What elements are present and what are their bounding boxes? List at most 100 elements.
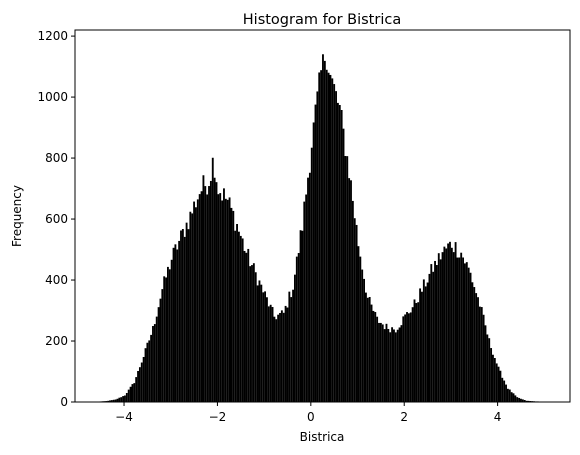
histogram-bar — [440, 259, 442, 402]
histogram-bar — [376, 317, 378, 402]
histogram-bar — [290, 297, 292, 402]
histogram-bar — [133, 383, 135, 402]
histogram-bar — [240, 236, 242, 402]
histogram-bar — [391, 327, 393, 402]
histogram-bar — [208, 186, 210, 402]
histogram-bar — [309, 173, 311, 402]
histogram-bar — [210, 181, 212, 402]
histogram-bar — [305, 195, 307, 402]
histogram-bar — [479, 307, 481, 402]
histogram-bar — [219, 193, 221, 402]
histogram-bar — [386, 324, 388, 402]
histogram-bar — [223, 188, 225, 402]
histogram-bar — [514, 395, 516, 402]
histogram-bar — [324, 61, 326, 402]
histogram-bar — [457, 258, 459, 402]
histogram-bar — [316, 91, 318, 402]
histogram-bar — [400, 325, 402, 402]
x-tick-label: −2 — [209, 410, 227, 424]
histogram-bar — [171, 260, 173, 402]
histogram-bar — [372, 311, 374, 402]
histogram-bar — [229, 197, 231, 402]
histogram-bar — [124, 396, 126, 402]
histogram-bar — [195, 207, 197, 402]
histogram-bar — [259, 280, 261, 402]
histogram-bar — [518, 398, 520, 402]
histogram-bar — [408, 313, 410, 402]
y-tick-label: 600 — [45, 212, 68, 226]
histogram-bar — [356, 225, 358, 402]
histogram-bar — [337, 103, 339, 402]
histogram-bar — [262, 292, 264, 402]
histogram-bar — [300, 230, 302, 402]
histogram-bar — [251, 265, 253, 402]
histogram-bar — [434, 261, 436, 402]
histogram-bar — [402, 316, 404, 402]
histogram-bar — [216, 182, 218, 402]
histogram-bar — [202, 175, 204, 402]
histogram-bar — [511, 392, 513, 402]
histogram-bar — [143, 357, 145, 402]
chart-title: Histogram for Bistrica — [243, 12, 401, 28]
histogram-bar — [331, 78, 333, 402]
histogram-bar — [279, 313, 281, 402]
histogram-bar — [231, 208, 233, 402]
histogram-bar — [169, 269, 171, 402]
histogram-bar — [359, 257, 361, 402]
histogram-bar — [283, 313, 285, 402]
histogram-bar — [137, 371, 139, 402]
histogram-bar — [247, 249, 249, 402]
histogram-bar — [160, 299, 162, 402]
histogram-bar — [292, 290, 294, 402]
histogram-bar — [341, 110, 343, 402]
histogram-bar — [430, 264, 432, 402]
y-axis-label: Frequency — [10, 185, 24, 247]
histogram-bar — [242, 238, 244, 402]
histogram-bar — [238, 232, 240, 402]
x-tick-label: 0 — [307, 410, 315, 424]
histogram-bar — [414, 299, 416, 402]
histogram-bar — [182, 229, 184, 402]
histogram-bar — [380, 323, 382, 402]
histogram-bar — [165, 277, 167, 402]
histogram-bar — [397, 330, 399, 402]
histogram-bar — [307, 178, 309, 402]
histogram-bar — [120, 397, 122, 402]
histogram-bar — [322, 54, 324, 402]
histogram-bar — [221, 200, 223, 402]
histogram-bar — [204, 186, 206, 402]
histogram-bar — [367, 298, 369, 402]
histogram-bar — [427, 283, 429, 402]
histogram-bar — [326, 70, 328, 402]
histogram-bar — [451, 248, 453, 402]
histogram-bar — [253, 263, 255, 402]
histogram-bar — [236, 224, 238, 402]
histogram-bar — [488, 338, 490, 402]
histogram-bar — [498, 367, 500, 402]
histogram-bar — [154, 324, 156, 402]
histogram-bar — [374, 312, 376, 402]
histogram-bar — [371, 305, 373, 402]
histogram-bar — [199, 194, 201, 402]
histogram-bar — [294, 275, 296, 402]
histogram-bar — [328, 73, 330, 402]
histogram-bar — [287, 308, 289, 402]
histogram-bar — [135, 377, 137, 402]
histogram-bar — [320, 70, 322, 402]
histogram-bar — [330, 75, 332, 402]
histogram-bar — [201, 191, 203, 402]
histogram-bar — [311, 148, 313, 402]
histogram-bar — [365, 293, 367, 402]
histogram-bar — [395, 332, 397, 402]
histogram-bar — [346, 156, 348, 402]
histogram-bar — [453, 252, 455, 402]
histogram-bar — [260, 285, 262, 402]
histogram-bar — [178, 241, 180, 402]
histogram-bar — [505, 385, 507, 402]
histogram-bar — [501, 378, 503, 402]
histogram-bar — [348, 178, 350, 402]
y-tick-label: 1200 — [37, 29, 68, 43]
histogram-bar — [122, 396, 124, 402]
histogram-bar — [384, 329, 386, 402]
histogram-bar — [273, 317, 275, 402]
